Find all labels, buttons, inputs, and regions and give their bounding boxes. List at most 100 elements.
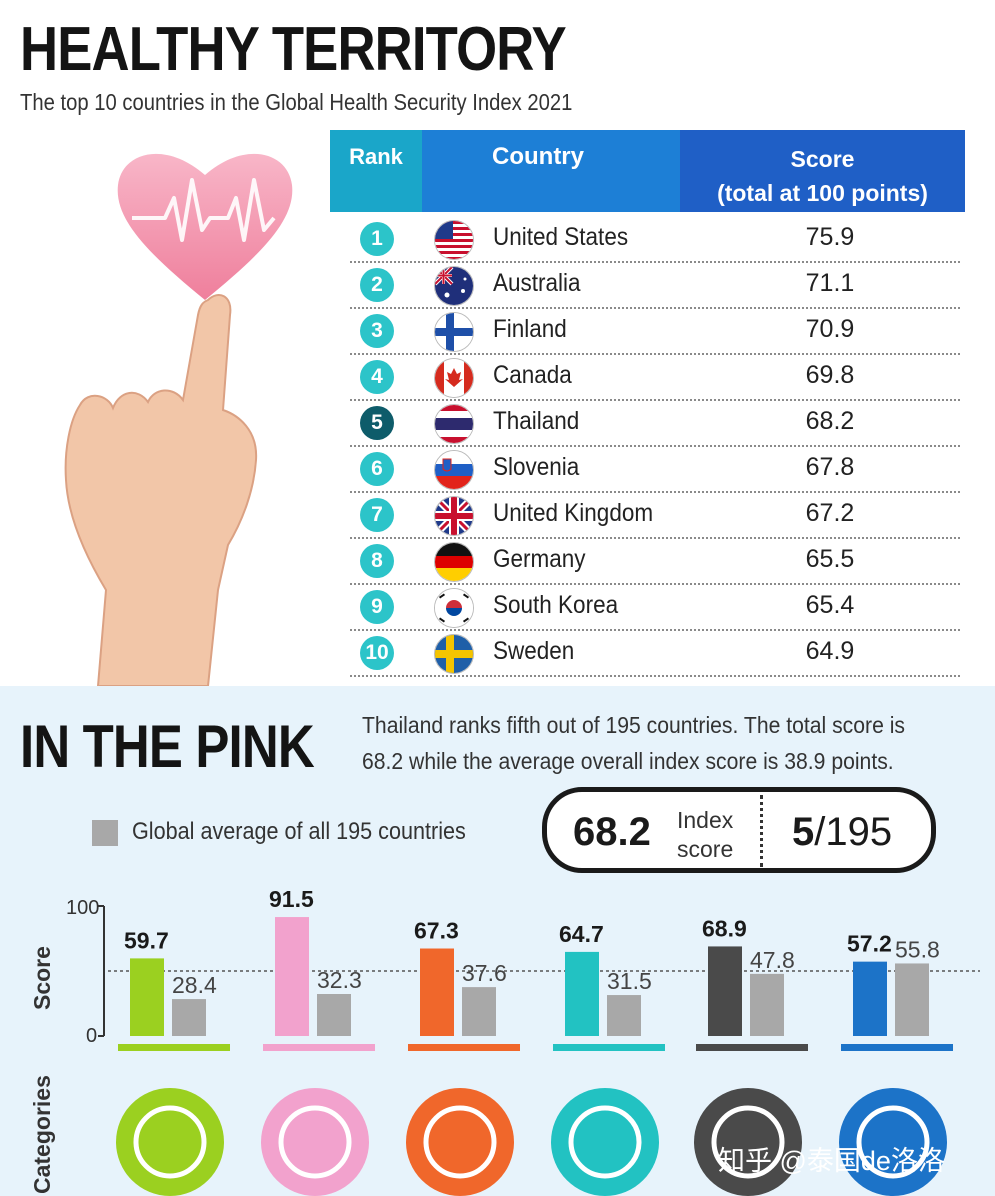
bar-chart: 100 0 Score 59.728.4 91.5 32.3 67.337.6 64.731.… bbox=[29, 886, 980, 1196]
y-tick-label: 100 bbox=[66, 897, 99, 919]
rank-badge: 10 bbox=[360, 636, 394, 670]
th-flag-icon bbox=[434, 404, 474, 444]
rank-badge: 6 bbox=[360, 452, 394, 486]
bar-thailand bbox=[420, 948, 454, 1036]
category-underline bbox=[118, 1044, 230, 1051]
rank-badge: 1 bbox=[360, 222, 394, 256]
index-score-box bbox=[542, 787, 936, 873]
data-label-average: 28.4 bbox=[172, 972, 217, 998]
rank-badge: 8 bbox=[360, 544, 394, 578]
se-flag-icon bbox=[434, 634, 474, 674]
country-name: Slovenia bbox=[493, 453, 580, 481]
data-label-thailand: 91.5 bbox=[269, 886, 314, 912]
bar-thailand bbox=[275, 917, 309, 1036]
bar-global-average bbox=[462, 987, 496, 1036]
country-score: 64.9 bbox=[805, 637, 855, 665]
rank-badge: 4 bbox=[360, 360, 394, 394]
index-label-line1: Index bbox=[677, 807, 734, 833]
index-score-label: Index score bbox=[677, 806, 733, 864]
category-underline bbox=[553, 1044, 665, 1051]
kr-flag-icon bbox=[434, 588, 474, 628]
table-row: 6 Slovenia 67.8 bbox=[350, 445, 960, 493]
fi-flag-icon bbox=[434, 312, 474, 352]
data-label-thailand: 67.3 bbox=[414, 918, 459, 944]
icon-glyph bbox=[423, 1105, 497, 1179]
data-label-thailand: 64.7 bbox=[559, 921, 604, 947]
data-label-average: 47.8 bbox=[750, 947, 795, 973]
data-label-average: 32.3 bbox=[317, 967, 362, 993]
rank-badge: 5 bbox=[360, 406, 394, 440]
country-score: 69.8 bbox=[805, 361, 855, 389]
data-label-thailand: 59.7 bbox=[124, 927, 169, 953]
legend-label: Global average of all 195 countries bbox=[132, 818, 466, 845]
country-score: 71.1 bbox=[805, 269, 855, 297]
bar-global-average bbox=[607, 995, 641, 1036]
country-name: Thailand bbox=[493, 407, 580, 435]
data-label-thailand: 57.2 bbox=[847, 931, 892, 957]
bar-thailand bbox=[853, 961, 887, 1036]
country-name: Finland bbox=[493, 315, 567, 343]
country-name: Germany bbox=[493, 545, 586, 573]
bar-thailand bbox=[708, 946, 742, 1036]
heart-icon bbox=[117, 153, 293, 300]
y-tick-label: 0 bbox=[86, 1025, 97, 1047]
medical-kit-icon bbox=[551, 1088, 659, 1196]
country-score: 65.4 bbox=[805, 591, 855, 619]
bar-global-average bbox=[172, 999, 206, 1036]
country-score: 75.9 bbox=[805, 223, 855, 251]
de-flag-icon bbox=[434, 542, 474, 582]
category-underline bbox=[263, 1044, 375, 1051]
running-person-icon bbox=[406, 1088, 514, 1196]
x-axis-label: Categories bbox=[29, 1075, 55, 1194]
table-row: 9 South Korea 65.4 bbox=[350, 583, 960, 631]
rank-value-bold: 5 bbox=[792, 810, 815, 854]
category-underline bbox=[408, 1044, 520, 1051]
rank-value-total: /195 bbox=[814, 810, 893, 854]
section-title: IN THE PINK bbox=[20, 713, 315, 780]
column-header-score: Score (total at 100 points) bbox=[680, 130, 965, 212]
us-flag-icon bbox=[434, 220, 474, 260]
warning-triangle-icon bbox=[839, 1088, 947, 1196]
bar-thailand bbox=[130, 958, 164, 1036]
bar-global-average bbox=[750, 973, 784, 1036]
rank-badge: 9 bbox=[360, 590, 394, 624]
table-row: 3 Finland 70.9 bbox=[350, 307, 960, 355]
column-header-score-subtitle: (total at 100 points) bbox=[717, 180, 928, 206]
country-name: Australia bbox=[493, 269, 581, 297]
country-name: Sweden bbox=[493, 637, 575, 665]
rank-badge: 7 bbox=[360, 498, 394, 532]
country-score: 65.5 bbox=[805, 545, 855, 573]
shield-virus-icon bbox=[116, 1088, 224, 1196]
si-flag-icon bbox=[434, 450, 474, 490]
country-name: Canada bbox=[493, 361, 572, 389]
column-header-score-title: Score bbox=[790, 146, 855, 172]
category-underline bbox=[696, 1044, 808, 1051]
data-label-thailand: 68.9 bbox=[702, 915, 747, 941]
table-row: 7 United Kingdom 67.2 bbox=[350, 491, 960, 539]
bar-thailand bbox=[565, 951, 599, 1036]
country-score: 67.8 bbox=[805, 453, 855, 481]
hand-illustration bbox=[64, 294, 258, 686]
rank-badge: 3 bbox=[360, 314, 394, 348]
country-score: 70.9 bbox=[805, 315, 855, 343]
page-title: HEALTHY TERRITORY bbox=[20, 15, 567, 84]
table-row: 8 Germany 65.5 bbox=[350, 537, 960, 585]
icon-glyph bbox=[133, 1105, 207, 1179]
rank-badge: 2 bbox=[360, 268, 394, 302]
icon-glyph bbox=[856, 1105, 930, 1179]
country-name: South Korea bbox=[493, 591, 619, 619]
legend-swatch bbox=[92, 820, 118, 846]
icon-glyph bbox=[711, 1105, 785, 1179]
index-score-value: 68.2 bbox=[573, 810, 651, 854]
table-row: 1 United States 75.9 bbox=[350, 215, 960, 263]
bar-global-average bbox=[895, 963, 929, 1036]
globe-network-icon bbox=[694, 1088, 802, 1196]
data-label-average: 55.8 bbox=[895, 936, 940, 962]
gb-flag-icon bbox=[434, 496, 474, 536]
icon-glyph bbox=[568, 1105, 642, 1179]
category-underline bbox=[841, 1044, 953, 1051]
column-header-rank: Rank bbox=[330, 130, 422, 212]
country-name: United Kingdom bbox=[493, 499, 654, 527]
table-row: 5 Thailand 68.2 bbox=[350, 399, 960, 447]
au-flag-icon bbox=[434, 266, 474, 306]
